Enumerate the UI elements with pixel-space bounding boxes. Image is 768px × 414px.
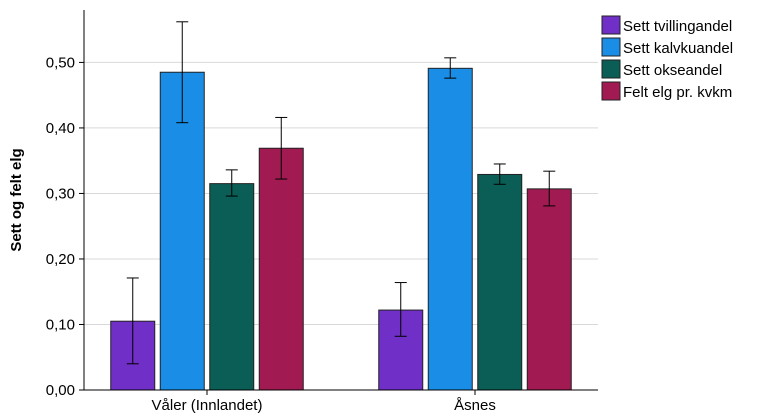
y-axis-label: Sett og felt elg	[8, 148, 25, 251]
y-tick-label: 0,50	[46, 54, 75, 71]
y-tick-label: 0,40	[46, 120, 75, 137]
legend-swatch	[601, 81, 621, 101]
bar	[427, 67, 473, 391]
bars	[110, 67, 572, 391]
legend-swatch	[601, 15, 621, 35]
x-tick-label: Åsnes	[454, 397, 496, 414]
legend-label: Sett okseandel	[623, 62, 722, 79]
legend: Sett tvillingandel Sett kalvkuandel Sett o…	[601, 15, 733, 101]
y-tick-label: 0,10	[46, 316, 75, 333]
x-tick-label: Våler (Innlandet)	[152, 397, 263, 414]
legend-label: Sett tvillingandel	[623, 18, 732, 35]
axes: 0,00 0,10 0,20 0,30 0,40 0,50 Våler (Innlandet…	[46, 10, 598, 414]
legend-label: Felt elg pr. kvkm	[623, 84, 732, 101]
bar	[209, 183, 255, 391]
bar	[526, 188, 572, 391]
error-bars	[126, 21, 556, 365]
y-tick-label: 0,30	[46, 185, 75, 202]
legend-label: Sett kalvkuandel	[623, 40, 733, 57]
legend-swatch	[601, 37, 621, 57]
y-tick-label: 0,20	[46, 251, 75, 268]
legend-swatch	[601, 59, 621, 79]
bar	[258, 147, 304, 391]
y-tick-label: 0,00	[46, 382, 75, 399]
bar	[477, 173, 523, 391]
